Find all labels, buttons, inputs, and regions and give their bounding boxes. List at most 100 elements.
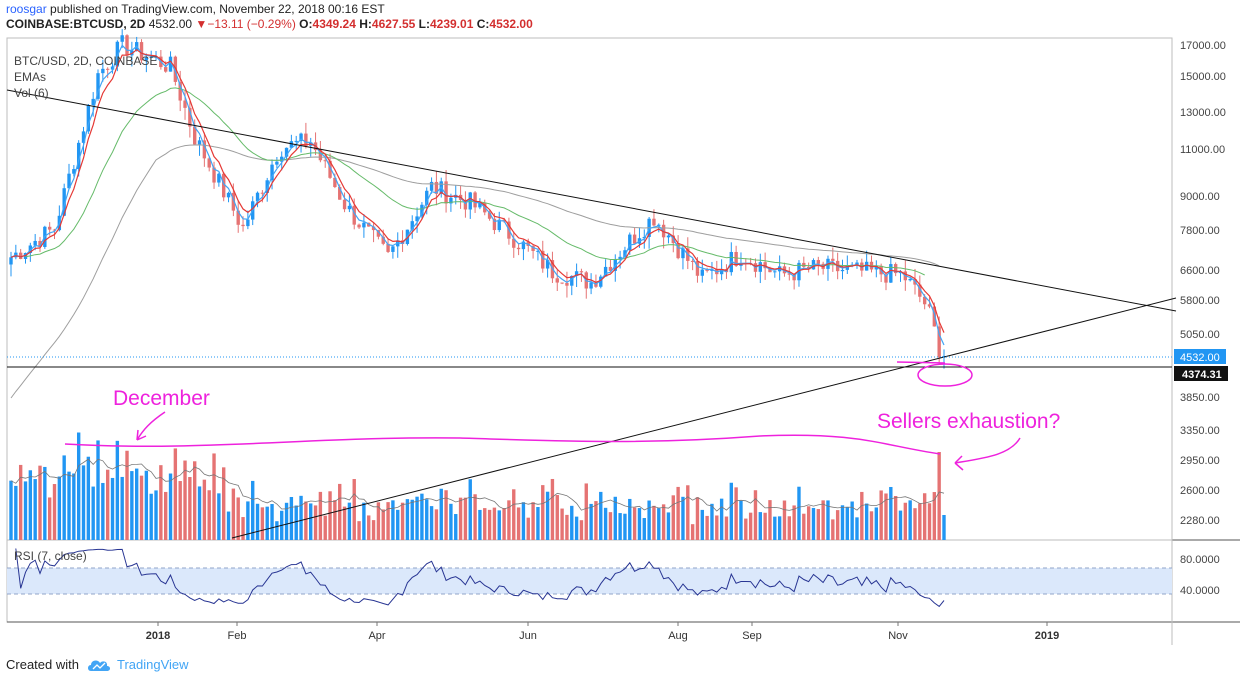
volume-bar <box>454 514 458 540</box>
volume-bar <box>463 497 468 540</box>
candle-body <box>338 187 342 200</box>
candle-body <box>497 219 501 231</box>
volume-bar <box>473 494 477 540</box>
price-tick: 2600.00 <box>1180 485 1220 497</box>
time-tick-label: 2018 <box>146 630 170 642</box>
candle-body <box>144 57 149 61</box>
volume-bar <box>294 505 298 540</box>
volume-bar <box>23 481 28 540</box>
candles <box>9 29 946 369</box>
time-tick-label: Jun <box>519 630 537 642</box>
time-tick-label: 2019 <box>1035 630 1059 642</box>
volume-bar <box>241 517 245 540</box>
volume-bar <box>410 499 414 540</box>
volume-bar <box>637 508 642 540</box>
candle-body <box>9 257 13 265</box>
candle-body <box>618 256 622 260</box>
december-arrow <box>136 411 166 441</box>
candle-body <box>164 67 168 72</box>
candle-body <box>62 188 66 216</box>
candle-body <box>512 238 516 248</box>
candle-body <box>874 265 879 270</box>
price-tick: 5800.00 <box>1180 295 1220 307</box>
author-name[interactable]: roosgar <box>6 2 47 16</box>
volume-bar <box>197 486 202 540</box>
volume-bar <box>603 507 608 540</box>
volume-bar <box>14 485 18 540</box>
volume-bar <box>449 503 453 540</box>
high-value: 4627.55 <box>371 17 416 31</box>
candle-body <box>589 282 593 289</box>
candle-body <box>521 241 526 250</box>
candle-body <box>207 158 211 168</box>
candle-body <box>768 268 772 273</box>
volume-bar <box>492 507 497 540</box>
main-pane[interactable] <box>6 37 1173 541</box>
volume-bar <box>893 496 898 540</box>
candle-body <box>362 222 366 228</box>
volume-bar <box>173 448 178 540</box>
volume-bar <box>120 476 124 540</box>
candle-body <box>125 35 129 56</box>
volume-bar <box>555 495 559 540</box>
annotation-december: December <box>113 387 210 410</box>
high-label: H: <box>359 17 372 31</box>
current-price: 4532.00 <box>148 17 193 31</box>
legend-vol: Vol (6) <box>14 86 49 100</box>
volume-bar <box>768 500 772 540</box>
candle-body <box>347 205 352 210</box>
volume-bar <box>313 505 318 540</box>
candle-body <box>270 164 274 181</box>
candle-body <box>802 262 806 267</box>
time-axis[interactable]: 2018 Feb Apr Jun Aug Sep Nov 2019 <box>146 622 1059 642</box>
volume-bar <box>396 509 400 540</box>
volume-bar <box>47 497 52 540</box>
candle-body <box>391 246 395 252</box>
candle-body <box>294 140 298 142</box>
volume-bar <box>18 464 23 540</box>
volume-bar <box>487 509 492 540</box>
candle-body <box>719 269 724 275</box>
tradingview-link[interactable]: TradingView <box>116 657 189 672</box>
volume-bar <box>342 506 347 540</box>
candle-body <box>318 150 323 161</box>
volume-bar <box>139 475 144 540</box>
volume-bar <box>748 512 753 540</box>
candle-body <box>415 216 419 222</box>
volume-bar <box>202 479 207 540</box>
rsi-tick-80: 80.0000 <box>1180 554 1220 566</box>
candle-body <box>275 161 279 165</box>
volume-bar <box>376 502 381 540</box>
down-triangle-icon: ▼ <box>195 17 208 31</box>
volume-bar <box>826 500 830 540</box>
candle-body <box>516 247 521 250</box>
price-tick: 13000.00 <box>1180 107 1226 119</box>
volume-bar <box>835 510 840 540</box>
volume-bar <box>439 488 443 540</box>
time-tick-label: Sep <box>742 630 762 642</box>
candle-body <box>328 160 332 178</box>
volume-bar <box>323 515 327 540</box>
volume-bar <box>690 524 695 540</box>
candle-body <box>410 221 414 230</box>
volume-bar <box>217 493 221 540</box>
volume-bar <box>855 517 859 540</box>
volume-bar <box>840 505 845 540</box>
candle-body <box>168 56 173 72</box>
price-tick: 17000.00 <box>1180 40 1226 52</box>
volume-bar <box>724 516 729 540</box>
price-axis[interactable]: 17000.00 15000.00 13000.00 11000.00 9000.00 7… <box>1180 40 1226 527</box>
candle-body <box>255 192 260 202</box>
candle-body <box>840 269 845 272</box>
volume-bar <box>763 512 767 540</box>
volume-bar <box>497 510 501 540</box>
candle-body <box>299 133 303 141</box>
candle-body <box>444 181 448 204</box>
volume-bar <box>700 509 704 540</box>
volume-bar <box>831 519 835 540</box>
volume-bar <box>110 477 115 540</box>
volume-bar <box>81 465 86 540</box>
rsi-band <box>7 568 1172 594</box>
candle-body <box>284 147 289 157</box>
